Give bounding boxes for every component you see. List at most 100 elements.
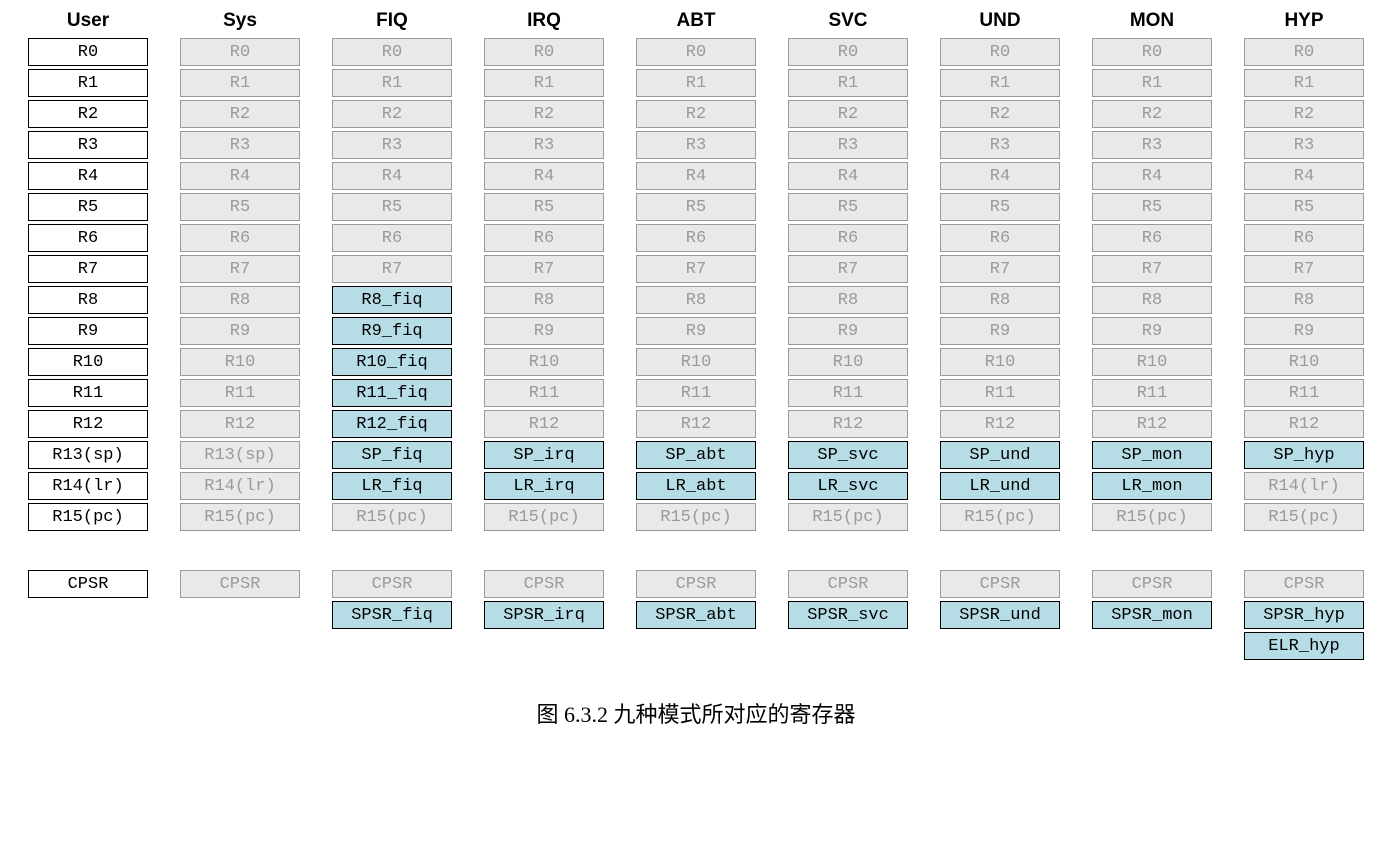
register-cell: R10_fiq xyxy=(332,348,452,376)
register-cell: R0 xyxy=(28,38,148,66)
psr-gap xyxy=(1092,534,1212,570)
register-cell: R3 xyxy=(1092,131,1212,159)
mode-column: MONR0R1R2R3R4R5R6R7R8R9R10R11R12SP_monLR… xyxy=(1092,10,1212,663)
register-cell: R14(lr) xyxy=(1244,472,1364,500)
register-cell: R10 xyxy=(180,348,300,376)
psr-cell: SPSR_und xyxy=(940,601,1060,629)
register-cell: R9_fiq xyxy=(332,317,452,345)
register-cell: R15(pc) xyxy=(940,503,1060,531)
register-cell: R0 xyxy=(484,38,604,66)
psr-cell: SPSR_irq xyxy=(484,601,604,629)
register-cell: R7 xyxy=(28,255,148,283)
register-cell: R3 xyxy=(332,131,452,159)
register-cell: SP_abt xyxy=(636,441,756,469)
register-cell: R9 xyxy=(788,317,908,345)
register-cell: R1 xyxy=(940,69,1060,97)
register-cell: R12 xyxy=(484,410,604,438)
register-cell: R7 xyxy=(180,255,300,283)
register-cell: LR_irq xyxy=(484,472,604,500)
mode-header: User xyxy=(28,10,148,32)
register-cell: R6 xyxy=(940,224,1060,252)
psr-cell: CPSR xyxy=(180,570,300,598)
psr-cell: CPSR xyxy=(940,570,1060,598)
register-cell: R4 xyxy=(1244,162,1364,190)
register-cell: R4 xyxy=(28,162,148,190)
register-cell: R12 xyxy=(1092,410,1212,438)
register-cell: R9 xyxy=(180,317,300,345)
register-cell: R5 xyxy=(28,193,148,221)
psr-gap xyxy=(484,534,604,570)
register-cell: R5 xyxy=(1092,193,1212,221)
register-cell: R1 xyxy=(484,69,604,97)
register-cell: R6 xyxy=(636,224,756,252)
register-cell: R8 xyxy=(1244,286,1364,314)
register-cell: SP_hyp xyxy=(1244,441,1364,469)
register-cell: R0 xyxy=(1244,38,1364,66)
register-cell: R4 xyxy=(636,162,756,190)
mode-column: SysR0R1R2R3R4R5R6R7R8R9R10R11R12R13(sp)R… xyxy=(180,10,300,663)
figure-caption: 图 6.3.2 九种模式所对应的寄存器 xyxy=(20,697,1372,729)
register-cell: R12_fiq xyxy=(332,410,452,438)
register-cell: R7 xyxy=(1092,255,1212,283)
register-cell: R2 xyxy=(788,100,908,128)
register-cell: R8 xyxy=(28,286,148,314)
psr-cell: SPSR_mon xyxy=(1092,601,1212,629)
register-mode-diagram: User R0 R1 R2 R3 R4 R5 R6 R7 R8 R9 R10 R11 R12 R13(sp)… xyxy=(0,0,1392,749)
mode-column: HYPR0R1R2R3R4R5R6R7R8R9R10R11R12SP_hypR1… xyxy=(1244,10,1364,663)
mode-column: FIQR0R1R2R3R4R5R6R7R8_fiqR9_fiqR10_fiqR1… xyxy=(332,10,452,663)
register-cell: R8 xyxy=(940,286,1060,314)
register-cell: R5 xyxy=(332,193,452,221)
register-cell: R9 xyxy=(1092,317,1212,345)
register-cell: R3 xyxy=(28,131,148,159)
psr-cell: SPSR_abt xyxy=(636,601,756,629)
register-cell: R0 xyxy=(180,38,300,66)
register-cell: R4 xyxy=(940,162,1060,190)
psr-cell: CPSR xyxy=(1244,570,1364,598)
register-cell: R15(pc) xyxy=(28,503,148,531)
register-cell: R6 xyxy=(1092,224,1212,252)
mode-header: UND xyxy=(940,10,1060,32)
register-cell: R10 xyxy=(636,348,756,376)
register-cell: R6 xyxy=(788,224,908,252)
register-cell: R0 xyxy=(636,38,756,66)
mode-column: IRQR0R1R2R3R4R5R6R7R8R9R10R11R12SP_irqLR… xyxy=(484,10,604,663)
psr-cell: CPSR xyxy=(636,570,756,598)
register-cell: R10 xyxy=(788,348,908,376)
register-cell: R8 xyxy=(636,286,756,314)
register-cell: R7 xyxy=(636,255,756,283)
register-cell: R13(sp) xyxy=(180,441,300,469)
register-cell: R7 xyxy=(1244,255,1364,283)
register-cell: R2 xyxy=(180,100,300,128)
mode-header: MON xyxy=(1092,10,1212,32)
register-cell: R15(pc) xyxy=(180,503,300,531)
register-cell: LR_abt xyxy=(636,472,756,500)
register-cell: R1 xyxy=(636,69,756,97)
register-cell: R12 xyxy=(636,410,756,438)
register-cell: R1 xyxy=(788,69,908,97)
register-cell: R11 xyxy=(1244,379,1364,407)
register-cell: R12 xyxy=(940,410,1060,438)
register-cell: R4 xyxy=(180,162,300,190)
register-cell: R2 xyxy=(28,100,148,128)
psr-cell: CPSR xyxy=(28,570,148,598)
register-cell: R5 xyxy=(1244,193,1364,221)
psr-cell: CPSR xyxy=(332,570,452,598)
register-cell: R5 xyxy=(636,193,756,221)
register-cell: LR_svc xyxy=(788,472,908,500)
register-cell: R11 xyxy=(180,379,300,407)
register-cell: R10 xyxy=(1092,348,1212,376)
psr-gap xyxy=(636,534,756,570)
register-cell: LR_mon xyxy=(1092,472,1212,500)
register-cell: R8 xyxy=(788,286,908,314)
register-cell: R8_fiq xyxy=(332,286,452,314)
mode-header: ABT xyxy=(636,10,756,32)
register-cell: SP_und xyxy=(940,441,1060,469)
register-cell: R10 xyxy=(940,348,1060,376)
register-cell: R2 xyxy=(484,100,604,128)
register-cell: R0 xyxy=(1092,38,1212,66)
register-cell: R10 xyxy=(484,348,604,376)
register-cell: R7 xyxy=(940,255,1060,283)
register-cell: R3 xyxy=(1244,131,1364,159)
psr-cell: CPSR xyxy=(1092,570,1212,598)
psr-cell: SPSR_svc xyxy=(788,601,908,629)
